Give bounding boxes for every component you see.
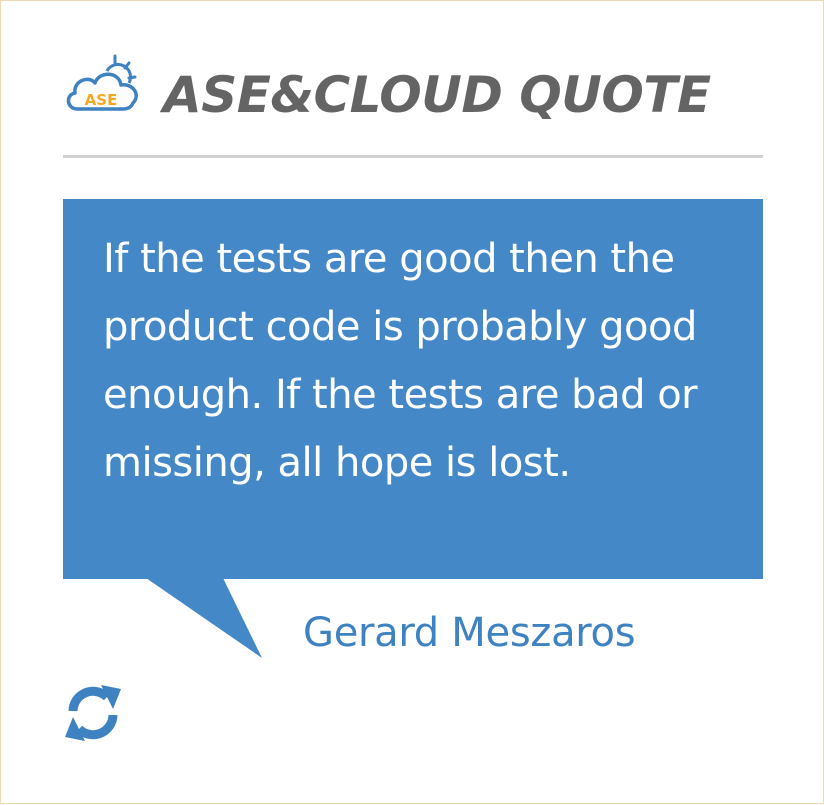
quote-bubble: If the tests are good then the product c… <box>63 199 763 579</box>
quote-text: If the tests are good then the product c… <box>103 236 698 486</box>
widget-header: ASE ASE&CLOUD QUOTE <box>63 53 763 133</box>
quote-author: Gerard Meszaros <box>303 610 636 656</box>
widget-title: ASE&CLOUD QUOTE <box>163 66 711 124</box>
cloud-sun-logo-icon: ASE <box>66 54 138 111</box>
header-divider <box>63 155 763 158</box>
logo-text: ASE <box>85 91 118 109</box>
refresh-icon[interactable] <box>61 681 125 745</box>
